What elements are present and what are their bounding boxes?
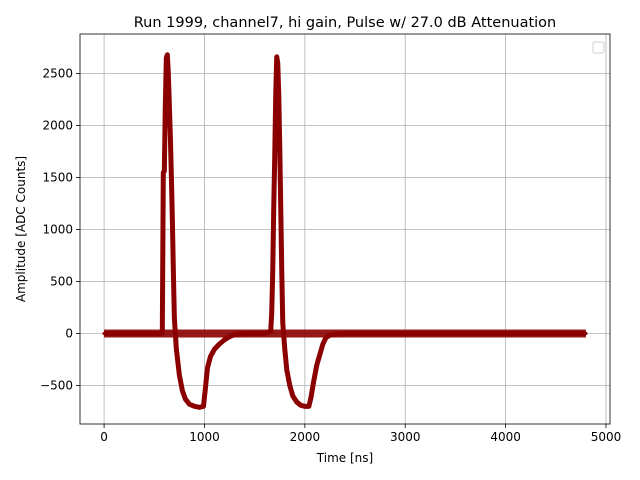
data-point xyxy=(285,368,289,372)
data-point xyxy=(171,269,175,273)
data-point xyxy=(192,404,197,408)
data-point xyxy=(208,354,213,358)
data-point xyxy=(280,269,284,273)
data-point xyxy=(318,352,322,356)
data-point xyxy=(329,332,333,337)
y-tick-label: 0 xyxy=(65,327,73,341)
data-point xyxy=(222,338,227,342)
data-point xyxy=(303,404,307,408)
data-point xyxy=(272,207,276,211)
x-tick-label: 1000 xyxy=(189,430,220,444)
y-tick-label: 1500 xyxy=(42,171,73,185)
data-point xyxy=(243,331,247,336)
data-point xyxy=(312,378,316,382)
data-point xyxy=(167,103,171,107)
data-point xyxy=(201,404,206,408)
y-axis: −500 0 500 1000 1500 2000 2500 xyxy=(40,67,80,393)
data-point xyxy=(309,396,313,400)
chart-title: Run 1999, channel7, hi gain, Pulse w/ 27… xyxy=(134,15,557,31)
data-point xyxy=(180,389,184,393)
data-point xyxy=(217,342,222,346)
axes-frame xyxy=(79,33,611,425)
data-point xyxy=(166,71,170,76)
data-point xyxy=(160,331,164,336)
data-point xyxy=(227,335,232,339)
data-point xyxy=(277,92,281,96)
data-point xyxy=(164,56,168,60)
data-point xyxy=(291,394,295,398)
data-point xyxy=(324,336,328,340)
data-point xyxy=(122,331,126,336)
data-point xyxy=(170,217,174,221)
legend-box xyxy=(592,41,605,54)
data-point xyxy=(276,61,280,65)
data-point xyxy=(168,134,172,138)
x-tick-label: 0 xyxy=(100,430,108,444)
data-point xyxy=(343,331,347,336)
data-point xyxy=(584,331,588,336)
data-point xyxy=(299,403,303,407)
x-tick-label: 2000 xyxy=(290,430,321,444)
data-point xyxy=(315,363,319,367)
data-point xyxy=(275,55,279,59)
data-point xyxy=(172,316,176,320)
y-tick-label: −500 xyxy=(40,379,73,393)
data-point xyxy=(169,173,173,178)
x-tick-label: 5000 xyxy=(591,430,622,444)
data-point xyxy=(162,169,166,173)
x-axis-label: Time [ns] xyxy=(316,451,373,465)
data-point xyxy=(183,397,187,401)
data-point xyxy=(524,331,528,336)
data-point xyxy=(102,331,106,336)
data-point xyxy=(269,329,273,334)
data-point xyxy=(163,103,167,107)
data-point xyxy=(174,347,178,351)
data-point xyxy=(212,347,217,351)
y-axis-label: Amplitude [ADC Counts] xyxy=(14,156,28,302)
y-tick-label: 2500 xyxy=(42,67,73,81)
data-point xyxy=(281,321,285,325)
data-point xyxy=(321,342,325,346)
data-point xyxy=(283,347,287,351)
data-point xyxy=(403,331,407,336)
data-point xyxy=(177,373,181,377)
data-point xyxy=(205,366,210,370)
y-tick-label: 500 xyxy=(50,275,73,289)
data-point xyxy=(165,53,169,57)
x-tick-label: 3000 xyxy=(390,430,421,444)
data-point xyxy=(187,402,192,406)
data-point xyxy=(279,207,283,211)
data-point xyxy=(271,269,275,273)
data-point xyxy=(278,144,282,148)
data-point xyxy=(295,400,299,404)
data-point xyxy=(142,331,146,336)
data-point xyxy=(274,92,278,96)
data-series xyxy=(102,52,588,410)
data-point xyxy=(288,383,292,388)
x-tick-label: 4000 xyxy=(490,430,521,444)
data-point xyxy=(203,386,208,390)
data-point xyxy=(273,155,277,159)
plot-area xyxy=(80,34,610,424)
data-point xyxy=(232,332,237,337)
x-axis: 0 1000 2000 3000 4000 5000 xyxy=(100,424,621,444)
y-tick-label: 1000 xyxy=(42,223,73,237)
data-point xyxy=(270,311,274,315)
y-tick-label: 2000 xyxy=(42,119,73,133)
data-point xyxy=(263,331,267,336)
data-point xyxy=(307,404,311,408)
data-point xyxy=(197,405,202,409)
data-point xyxy=(463,331,468,336)
